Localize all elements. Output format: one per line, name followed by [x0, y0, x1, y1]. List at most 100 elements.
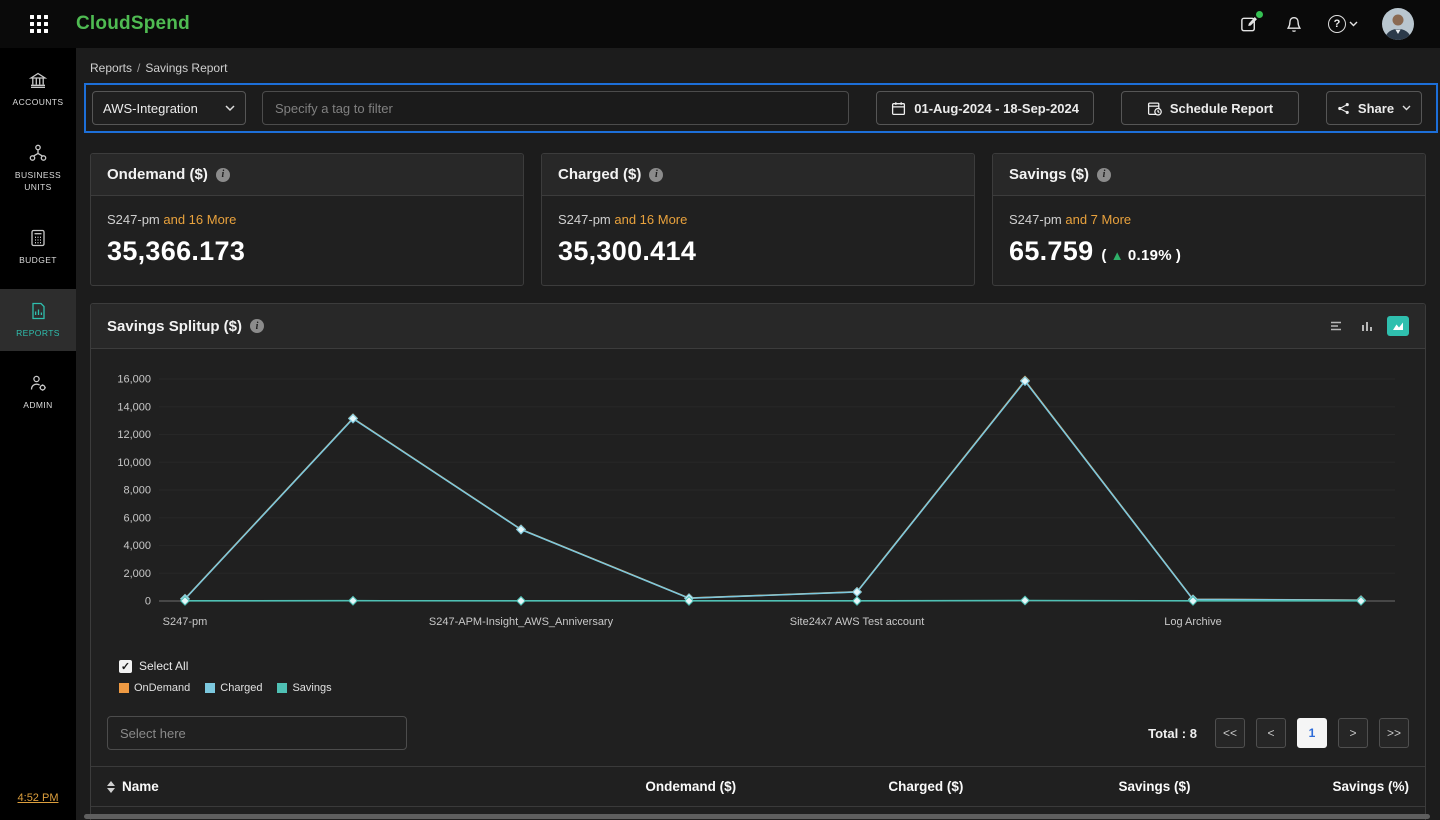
pagination: Total : 8 << < 1 > >>: [1148, 718, 1409, 748]
legend-swatch: [205, 683, 216, 693]
svg-text:4,000: 4,000: [123, 540, 151, 552]
total-count: Total : 8: [1148, 725, 1197, 741]
apps-grid-icon[interactable]: [30, 15, 48, 33]
legend-item-savings[interactable]: Savings: [277, 682, 332, 694]
legend-item-ondemand[interactable]: OnDemand: [119, 682, 190, 694]
info-icon[interactable]: i: [649, 167, 664, 182]
summary-view-icon[interactable]: [1325, 316, 1347, 336]
savings-delta: ( ▲ 0.19% ): [1101, 247, 1182, 264]
bar-chart-icon[interactable]: [1356, 316, 1378, 336]
svg-text:14,000: 14,000: [117, 401, 151, 413]
svg-text:Site24x7 AWS Test account: Site24x7 AWS Test account: [790, 616, 925, 628]
first-page-button[interactable]: <<: [1214, 718, 1245, 748]
card-more-link[interactable]: and 16 More: [163, 212, 237, 227]
admin-icon: [30, 376, 46, 392]
col-charged[interactable]: Charged ($): [888, 779, 964, 794]
stat-cards: Ondemand ($) i S247-pm and 16 More 35,36…: [90, 153, 1426, 286]
topbar: CloudSpend ?: [0, 0, 1440, 48]
info-icon[interactable]: i: [215, 167, 230, 182]
main-content: Reports / Savings Report AWS-Integration 0…: [76, 48, 1440, 820]
card-account: S247-pm: [107, 212, 160, 227]
help-icon[interactable]: ?: [1328, 15, 1358, 33]
svg-text:10,000: 10,000: [117, 457, 151, 469]
ondemand-card: Ondemand ($) i S247-pm and 16 More 35,36…: [90, 153, 524, 286]
next-page-button[interactable]: >: [1337, 718, 1368, 748]
sidebar-item-accounts[interactable]: ACCOUNTS: [0, 58, 76, 121]
chevron-down-icon: [225, 104, 235, 111]
col-name[interactable]: Name: [122, 779, 159, 794]
card-more-link[interactable]: and 16 More: [614, 212, 688, 227]
notifications-bell-icon[interactable]: [1284, 14, 1304, 35]
chart-card-title: Savings Splitup ($): [107, 317, 243, 335]
share-icon: [1338, 102, 1349, 114]
card-account: S247-pm: [558, 212, 611, 227]
prev-page-button[interactable]: <: [1255, 718, 1286, 748]
page-1-button[interactable]: 1: [1296, 718, 1327, 748]
tag-filter-input[interactable]: [262, 91, 850, 125]
chevron-down-icon: [1402, 105, 1411, 111]
sidebar-item-label: REPORTS: [16, 327, 60, 338]
checkbox-check-icon: ✓: [119, 659, 132, 673]
card-title: Charged ($): [558, 166, 642, 183]
date-range-button[interactable]: 01-Aug-2024 - 18-Sep-2024: [876, 91, 1094, 125]
area-chart-icon[interactable]: [1387, 316, 1409, 336]
sidebar-item-label: ACCOUNTS: [12, 97, 64, 107]
svg-text:0: 0: [145, 596, 151, 608]
schedule-report-button[interactable]: Schedule Report: [1121, 91, 1299, 125]
budget-icon: [31, 229, 45, 246]
svg-text:S247-APM-Insight_AWS_Anniversa: S247-APM-Insight_AWS_Anniversary: [429, 616, 614, 628]
sidebar-item-business-units[interactable]: BUSINESS UNITS: [0, 131, 76, 206]
chevron-down-icon: [1349, 21, 1358, 27]
chart-legend: OnDemand Charged Savings: [119, 682, 1425, 694]
breadcrumb: Reports / Savings Report: [90, 61, 1440, 75]
svg-text:8,000: 8,000: [123, 485, 151, 497]
brand-logo: CloudSpend: [76, 13, 190, 34]
schedule-icon: [1147, 102, 1162, 116]
account-dropdown[interactable]: AWS-Integration: [92, 91, 246, 125]
share-button[interactable]: Share: [1326, 91, 1422, 125]
savings-card: Savings ($) i S247-pm and 7 More 65.759 …: [992, 153, 1426, 286]
sidebar-time[interactable]: 4:52 PM: [17, 792, 59, 804]
savings-splitup-card: Savings Splitup ($) i 0 2,000 4,000 6,000 8,…: [90, 303, 1426, 820]
feedback-icon[interactable]: [1239, 10, 1263, 35]
svg-text:6,000: 6,000: [123, 512, 151, 524]
sidebar-item-budget[interactable]: BUDGET: [0, 216, 76, 279]
avatar[interactable]: [1382, 8, 1414, 40]
col-ondemand[interactable]: Ondemand ($): [645, 779, 737, 794]
card-title: Savings ($): [1009, 166, 1090, 183]
notification-dot: [1256, 10, 1263, 18]
filter-bar: AWS-Integration 01-Aug-2024 - 18-Sep-202…: [84, 83, 1438, 133]
reports-icon: [32, 302, 45, 319]
svg-text:2,000: 2,000: [123, 568, 151, 580]
info-icon[interactable]: i: [1097, 167, 1112, 182]
last-page-button[interactable]: >>: [1378, 718, 1409, 748]
svg-text:S247-pm: S247-pm: [163, 616, 208, 628]
info-icon[interactable]: i: [250, 319, 265, 333]
business-units-icon: [29, 144, 47, 161]
table-header: Name Ondemand ($) Charged ($) Savings ($…: [91, 766, 1425, 807]
table-toolbar: Total : 8 << < 1 > >>: [107, 716, 1409, 750]
breadcrumb-reports-link[interactable]: Reports: [90, 61, 133, 75]
col-savings[interactable]: Savings ($): [1118, 779, 1191, 794]
charged-value: 35,300.414: [558, 236, 697, 266]
sidebar: ACCOUNTS BUSINESS UNITS BUDGET REPORTS A…: [0, 48, 76, 820]
legend-item-charged[interactable]: Charged: [205, 682, 262, 694]
horizontal-scrollbar[interactable]: [84, 814, 1430, 819]
accounts-icon: [28, 72, 48, 88]
up-arrow-icon: ▲: [1110, 248, 1124, 263]
select-all-checkbox[interactable]: ✓ Select All: [119, 659, 189, 673]
accounts-select-input[interactable]: [107, 716, 407, 750]
sidebar-item-label: ADMIN: [23, 400, 53, 411]
sidebar-item-label: BUDGET: [19, 254, 57, 265]
savings-splitup-chart[interactable]: 0 2,000 4,000 6,000 8,000 10,000 12,000 14,000 1…: [99, 357, 1409, 653]
savings-value: 65.759: [1009, 236, 1094, 266]
sidebar-item-admin[interactable]: ADMIN: [0, 361, 76, 424]
card-more-link[interactable]: and 7 More: [1065, 212, 1132, 227]
svg-text:Log Archive: Log Archive: [1164, 616, 1221, 628]
sidebar-item-label: BUSINESS UNITS: [14, 169, 62, 192]
col-savings-pct[interactable]: Savings (%): [1332, 779, 1409, 794]
card-account: S247-pm: [1009, 212, 1062, 227]
charged-card: Charged ($) i S247-pm and 16 More 35,300…: [541, 153, 975, 286]
sidebar-item-reports[interactable]: REPORTS: [0, 288, 76, 352]
sort-icon[interactable]: [107, 780, 115, 793]
